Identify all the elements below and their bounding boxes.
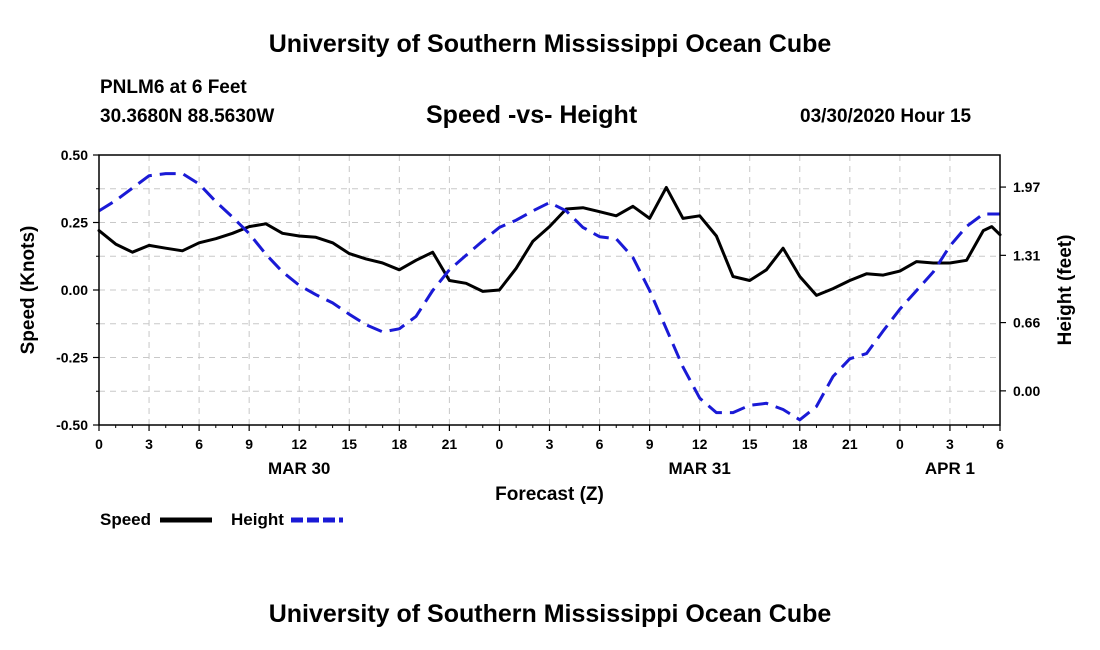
- x-axis-title: Forecast (Z): [495, 484, 604, 505]
- legend-label-height: Height: [231, 510, 284, 529]
- left-tick-label: 0.00: [61, 282, 88, 298]
- x-tick-label: 18: [792, 436, 808, 452]
- station-name: PNLM6 at 6 Feet: [100, 77, 247, 98]
- x-tick-label: 9: [646, 436, 654, 452]
- x-tick-label: 9: [245, 436, 253, 452]
- station-coordinates: 30.3680N 88.5630W: [100, 106, 275, 127]
- x-tick-label: 3: [946, 436, 954, 452]
- bottom-title: University of Southern Mississippi Ocean…: [268, 600, 832, 628]
- left-tick-label: -0.25: [56, 350, 88, 366]
- x-tick-label: 0: [896, 436, 904, 452]
- x-tick-label: 3: [546, 436, 554, 452]
- right-tick-label: 1.97: [1013, 179, 1040, 195]
- top-title: University of Southern Mississippi Ocean…: [268, 30, 832, 58]
- legend: Speed Height: [100, 510, 343, 529]
- date-label: MAR 31: [668, 459, 730, 478]
- x-tick-label: 0: [496, 436, 504, 452]
- x-tick-label: 6: [996, 436, 1004, 452]
- right-axis-title: Height (feet): [1055, 235, 1076, 346]
- x-tick-label: 15: [341, 436, 357, 452]
- x-tick-label: 6: [596, 436, 604, 452]
- x-tick-label: 15: [742, 436, 758, 452]
- legend-label-speed: Speed: [100, 510, 151, 529]
- left-axis-title: Speed (Knots): [18, 226, 39, 355]
- right-tick-label: 1.31: [1013, 247, 1040, 263]
- axis-layer: 0 3 6 9 12 15 18 21 0 3 6 9 12 15 18 21 0 3 6 -0.50 -0.25 0.0…: [18, 147, 1076, 505]
- grid-layer: [99, 155, 1000, 425]
- date-label: MAR 30: [268, 459, 330, 478]
- x-tick-label: 18: [392, 436, 408, 452]
- x-tick-label: 0: [95, 436, 103, 452]
- x-tick-label: 6: [195, 436, 203, 452]
- forecast-datetime: 03/30/2020 Hour 15: [800, 106, 972, 127]
- left-tick-label: 0.50: [61, 147, 88, 163]
- x-tick-label: 21: [442, 436, 458, 452]
- x-tick-label: 3: [145, 436, 153, 452]
- left-tick-label: 0.25: [61, 215, 88, 231]
- x-tick-label: 21: [842, 436, 858, 452]
- right-tick-label: 0.66: [1013, 315, 1040, 331]
- chart-title: Speed -vs- Height: [426, 101, 638, 129]
- series-layer: [97, 172, 1002, 422]
- height-series-line: [98, 172, 1000, 422]
- x-tick-label: 12: [291, 436, 307, 452]
- left-tick-label: -0.50: [56, 417, 88, 433]
- date-label: APR 1: [925, 459, 975, 478]
- speed-series-line: [97, 185, 1002, 297]
- x-tick-label: 12: [692, 436, 708, 452]
- right-tick-label: 0.00: [1013, 383, 1040, 399]
- speed-height-chart: 0 3 6 9 12 15 18 21 0 3 6 9 12 15 18 21 0 3 6 -0.50 -0.25 0.0…: [18, 147, 1076, 529]
